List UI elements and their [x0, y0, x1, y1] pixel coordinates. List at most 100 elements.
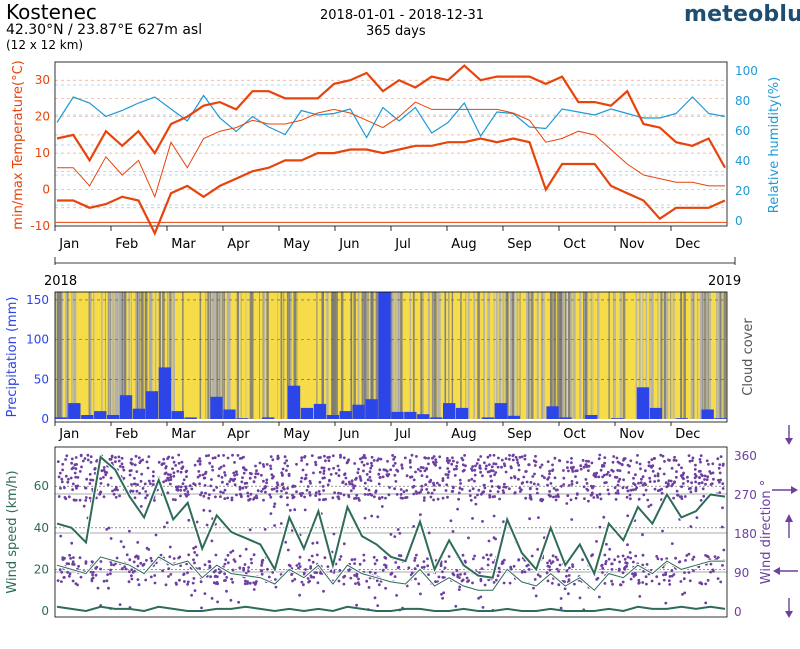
wind-direction-point — [68, 553, 71, 557]
wind-direction-point — [105, 528, 109, 531]
wind-direction-point — [304, 476, 308, 480]
precipitation-bar — [611, 418, 624, 419]
brand-logo[interactable]: meteoblue — [684, 2, 800, 27]
wind-direction-point — [269, 467, 273, 470]
wind-direction-point — [698, 476, 701, 479]
month-label: Feb — [115, 237, 138, 252]
cloud-cover-axis-label: Cloud cover — [741, 318, 756, 396]
wind-direction-point — [488, 493, 492, 497]
wind-direction-point — [59, 534, 63, 538]
wind-direction-point — [187, 553, 191, 557]
wind-direction-point — [590, 461, 594, 465]
wind-direction-point — [650, 458, 654, 461]
wind-direction-point — [660, 557, 664, 561]
precipitation-bar — [714, 418, 727, 419]
wind-direction-point — [502, 491, 506, 495]
wind-direction-point — [709, 562, 713, 566]
month-label: Jul — [394, 237, 411, 252]
cloud-cover-stripe — [216, 292, 219, 419]
wind-direction-point — [513, 476, 517, 480]
wind-direction-point — [699, 473, 703, 476]
wind-speed-axis-label: Wind speed (km/h) — [5, 470, 20, 593]
wind-direction-point — [231, 568, 235, 572]
wind-direction-point — [451, 489, 455, 493]
wind-direction-point — [481, 606, 485, 609]
wind-direction-point — [84, 496, 88, 499]
wind-direction-point — [653, 474, 657, 478]
month-label: Sep — [507, 427, 532, 442]
wind-direction-point — [230, 498, 234, 502]
precipitation-bar — [378, 292, 391, 419]
wind-direction-point — [342, 542, 346, 546]
wind-speed-tick-label: 60 — [34, 479, 49, 493]
wind-direction-point — [718, 471, 722, 475]
wind-direction-point — [530, 554, 534, 558]
cloud-cover-stripe — [123, 292, 127, 419]
wind-direction-point — [229, 598, 233, 602]
wind-direction-point — [291, 579, 294, 583]
wind-direction-point — [151, 479, 155, 483]
wind-direction-point — [61, 468, 64, 472]
wind-direction-point — [306, 485, 310, 488]
wind-direction-point — [192, 546, 196, 550]
wind-direction-point — [70, 461, 73, 465]
wind-direction-point — [589, 493, 593, 497]
wind-direction-point — [602, 473, 606, 477]
cloud-cover-stripe — [110, 292, 111, 419]
wind-direction-point — [420, 566, 424, 569]
wind-direction-point — [71, 482, 75, 486]
cloud-cover-stripe — [613, 292, 616, 419]
wind-direction-point — [675, 470, 678, 473]
wind-direction-point — [553, 476, 557, 480]
wind-direction-point — [314, 491, 318, 495]
precipitation-bar — [236, 418, 249, 419]
wind-direction-point — [479, 455, 483, 458]
cloud-cover-stripe — [374, 292, 377, 419]
wind-direction-point — [134, 454, 138, 458]
wind-direction-point — [186, 582, 190, 586]
wind-direction-point — [711, 462, 715, 466]
wind-direction-point — [721, 506, 724, 510]
wind-direction-point — [252, 480, 256, 484]
humidity-tick-label: 80 — [735, 94, 750, 108]
wind-direction-point — [261, 487, 265, 491]
wind-direction-point — [517, 468, 521, 472]
wind-direction-point — [337, 468, 341, 472]
humidity-tick-label: 100 — [735, 64, 758, 78]
wind-direction-point — [441, 570, 444, 574]
wind-direction-point — [219, 465, 223, 469]
wind-direction-point — [354, 582, 357, 585]
wind-direction-point — [463, 454, 466, 457]
month-label: Apr — [227, 427, 250, 442]
wind-direction-point — [242, 566, 246, 570]
wind-direction-point — [272, 505, 276, 508]
cloud-cover-stripe — [332, 292, 334, 419]
cloud-cover-stripe — [259, 292, 260, 419]
wind-direction-point — [623, 557, 627, 561]
wind-direction-point — [473, 468, 477, 472]
wind-direction-point — [344, 476, 348, 480]
wind-direction-point — [402, 490, 406, 494]
cloud-cover-stripe — [130, 292, 132, 419]
wind-direction-point — [147, 455, 151, 458]
wind-direction-point — [413, 559, 416, 562]
wind-direction-point — [129, 461, 133, 465]
wind-direction-point — [310, 575, 313, 579]
wind-direction-point — [213, 456, 217, 460]
wind-direction-point — [469, 498, 473, 502]
wind-direction-point — [446, 456, 449, 460]
mean-wind-line — [56, 556, 725, 591]
wind-direction-point — [109, 572, 112, 576]
wind-direction-point — [490, 485, 494, 488]
wind-direction-point — [549, 482, 553, 485]
cloud-cover-stripe — [709, 292, 711, 419]
wind-direction-point — [176, 469, 180, 473]
wind-direction-point — [229, 551, 233, 554]
wind-direction-point — [190, 487, 194, 491]
wind-direction-point — [562, 483, 566, 486]
wind-direction-point — [186, 571, 189, 575]
wind-direction-point — [536, 483, 540, 486]
wind-direction-point — [641, 563, 645, 567]
wind-direction-point — [94, 573, 98, 577]
